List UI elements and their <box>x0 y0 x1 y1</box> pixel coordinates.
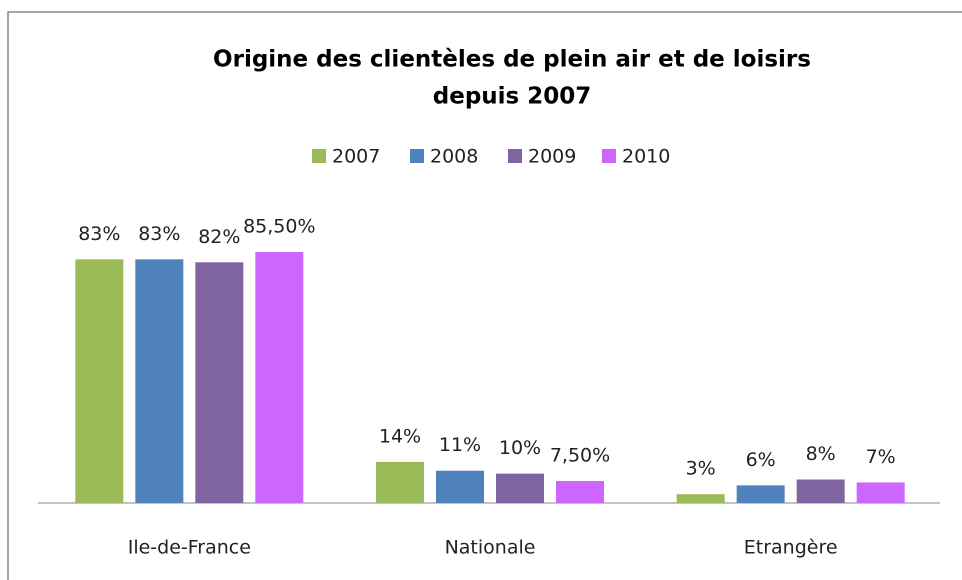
bar <box>75 259 124 503</box>
value-label: 7,50% <box>550 444 610 466</box>
chart-title: depuis 2007 <box>433 84 592 110</box>
bar <box>376 461 424 503</box>
value-label: 83% <box>138 223 180 245</box>
value-label: 11% <box>439 434 481 456</box>
value-label: 7% <box>866 446 896 468</box>
bar <box>796 479 845 503</box>
x-tick-label: Etrangère <box>744 537 838 559</box>
bar <box>856 482 905 503</box>
bar <box>195 262 244 503</box>
bar <box>556 480 604 503</box>
legend-label: 2010 <box>622 146 670 168</box>
value-label: 8% <box>806 443 836 465</box>
legend-swatch <box>312 149 326 163</box>
bar <box>736 485 785 503</box>
legend-swatch <box>602 149 616 163</box>
bar <box>255 252 304 503</box>
legend-label: 2008 <box>430 146 478 168</box>
value-label: 82% <box>198 226 240 248</box>
bar <box>496 473 544 503</box>
x-tick-label: Ile-de-France <box>128 537 251 559</box>
value-label: 6% <box>746 449 776 471</box>
value-label: 14% <box>379 425 421 447</box>
bar <box>676 494 725 503</box>
legend-swatch <box>410 149 424 163</box>
value-label: 10% <box>499 437 541 459</box>
bar <box>135 259 184 503</box>
chart-title: Origine des clientèles de plein air et d… <box>213 47 811 73</box>
legend-label: 2007 <box>332 146 380 168</box>
legend-label: 2009 <box>528 146 576 168</box>
value-label: 85,50% <box>243 216 315 238</box>
value-label: 3% <box>686 458 716 480</box>
legend-swatch <box>508 149 522 163</box>
bar <box>436 470 484 503</box>
x-tick-label: Nationale <box>445 537 536 559</box>
value-label: 83% <box>78 223 120 245</box>
